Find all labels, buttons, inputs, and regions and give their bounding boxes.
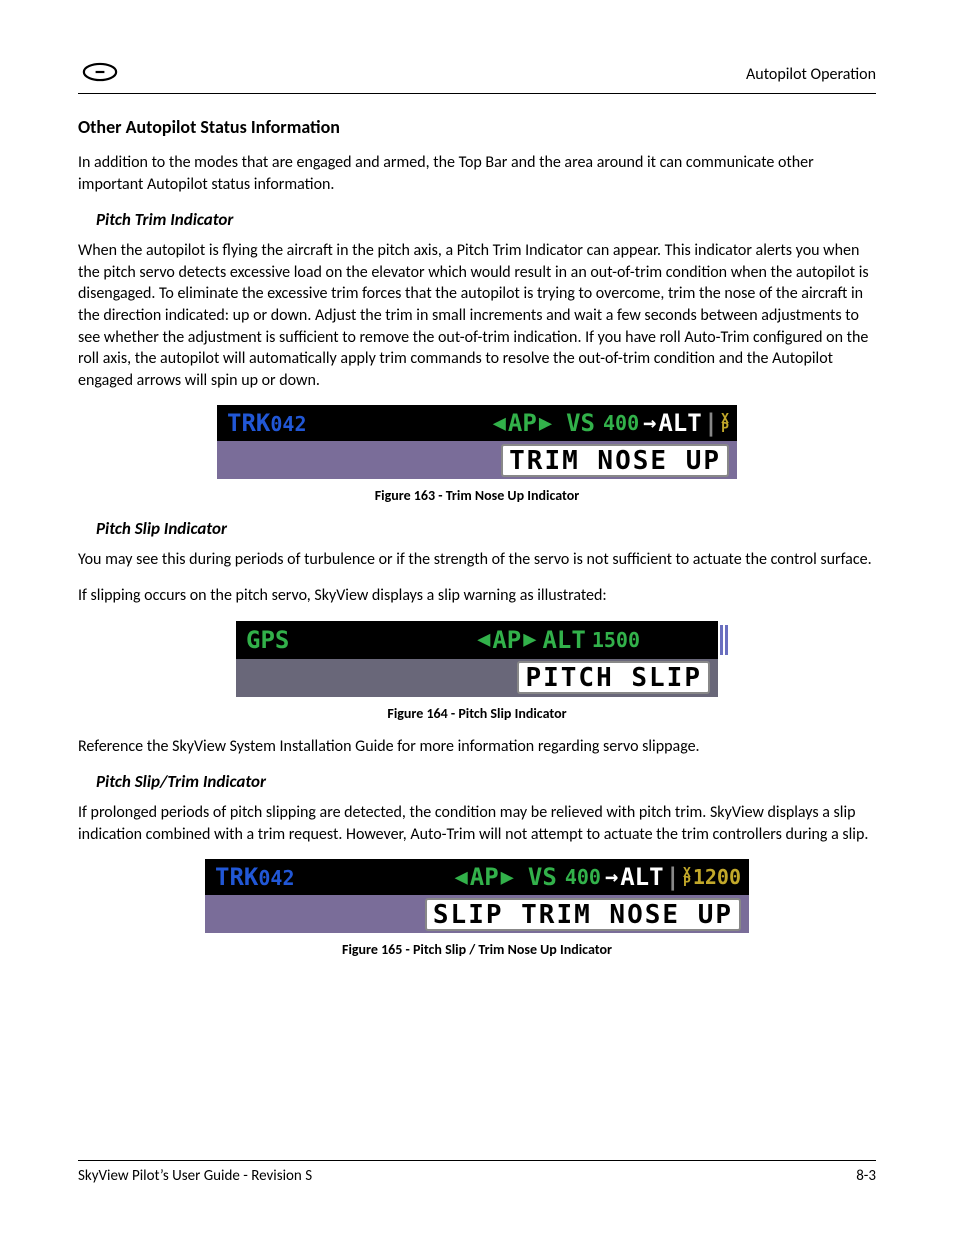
figure-164: GPS ◀ AP ▶ ALT 1500 PITCH SLIP Figure 16… xyxy=(78,621,876,722)
figure-164-caption: Figure 164 - Pitch Slip Indicator xyxy=(78,705,876,722)
ap-left-arrow-icon: ◀ xyxy=(455,865,468,890)
ap-right-arrow-icon: ▶ xyxy=(501,865,514,890)
subheading-pitch-slip-trim: Pitch Slip/Trim Indicator xyxy=(96,771,876,792)
pitch-slip-body3: Reference the SkyView System Installatio… xyxy=(78,736,876,758)
divider-icon: | xyxy=(704,409,718,437)
gps-label: GPS xyxy=(246,626,289,654)
figure-164-topbar: GPS ◀ AP ▶ ALT 1500 xyxy=(236,621,718,659)
alt-label: ALT xyxy=(658,409,701,437)
xp-indicator: XP xyxy=(721,415,729,435)
pitch-trim-body: When the autopilot is flying the aircraf… xyxy=(78,240,876,391)
alt-label: ALT xyxy=(542,626,585,654)
vertical-bars-icon xyxy=(720,625,728,655)
ap-label: AP xyxy=(468,863,501,891)
figure-163-caption: Figure 163 - Trim Nose Up Indicator xyxy=(78,487,876,504)
figure-165-topbar: TRK042 ◀ AP ▶ VS 400 → ALT | XP 1200 xyxy=(205,859,749,895)
pitch-slip-body2: If slipping occurs on the pitch servo, S… xyxy=(78,585,876,607)
footer-left: SkyView Pilot’s User Guide - Revision S xyxy=(78,1167,312,1185)
slip-trim-nose-up-box: SLIP TRIM NOSE UP xyxy=(425,898,741,932)
subheading-pitch-trim: Pitch Trim Indicator xyxy=(96,209,876,230)
vs-value: 400 xyxy=(603,411,639,435)
ap-right-arrow-icon: ▶ xyxy=(539,411,552,436)
ap-left-arrow-icon: ◀ xyxy=(477,627,490,652)
figure-165-caption: Figure 165 - Pitch Slip / Trim Nose Up I… xyxy=(78,941,876,958)
vs-value: 400 xyxy=(565,865,601,889)
section-heading: Other Autopilot Status Information xyxy=(78,116,876,138)
figure-163: TRK042 ◀ AP ▶ VS 400 → ALT | XP TRIM NOS… xyxy=(78,405,876,504)
figure-165-msgbar: SLIP TRIM NOSE UP xyxy=(205,895,749,933)
figure-165: TRK042 ◀ AP ▶ VS 400 → ALT | XP 1200 SLI… xyxy=(78,859,876,958)
alt-label: ALT xyxy=(620,863,663,891)
section-intro: In addition to the modes that are engage… xyxy=(78,152,876,195)
transition-arrow-icon: → xyxy=(605,865,618,890)
xp-indicator: XP xyxy=(683,869,691,889)
vs-label: VS xyxy=(566,409,595,437)
trk-label: TRK042 xyxy=(227,409,306,437)
header-title: Autopilot Operation xyxy=(746,65,876,84)
footer-right: 8-3 xyxy=(856,1167,876,1185)
figure-163-msgbar: TRIM NOSE UP xyxy=(217,441,737,479)
pitch-slip-body1: You may see this during periods of turbu… xyxy=(78,549,876,571)
figure-163-topbar: TRK042 ◀ AP ▶ VS 400 → ALT | XP xyxy=(217,405,737,441)
trk-label: TRK042 xyxy=(215,863,294,891)
page-footer: SkyView Pilot’s User Guide - Revision S … xyxy=(78,1160,876,1185)
ap-right-arrow-icon: ▶ xyxy=(523,627,536,652)
page-header: Autopilot Operation xyxy=(78,62,876,94)
alt-value: 1500 xyxy=(592,628,640,652)
pitch-slip-box: PITCH SLIP xyxy=(517,661,710,695)
ap-label: AP xyxy=(506,409,539,437)
transition-arrow-icon: → xyxy=(643,411,656,436)
ap-label: AP xyxy=(490,626,523,654)
trim-nose-up-box: TRIM NOSE UP xyxy=(501,444,729,478)
dynon-logo-icon xyxy=(78,62,122,87)
pitch-slip-trim-body: If prolonged periods of pitch slipping a… xyxy=(78,802,876,845)
divider-icon: | xyxy=(666,863,680,891)
armed-alt-value: 1200 xyxy=(693,865,741,889)
figure-164-msgbar: PITCH SLIP xyxy=(236,659,718,697)
ap-left-arrow-icon: ◀ xyxy=(493,411,506,436)
vs-label: VS xyxy=(528,863,557,891)
subheading-pitch-slip: Pitch Slip Indicator xyxy=(96,518,876,539)
